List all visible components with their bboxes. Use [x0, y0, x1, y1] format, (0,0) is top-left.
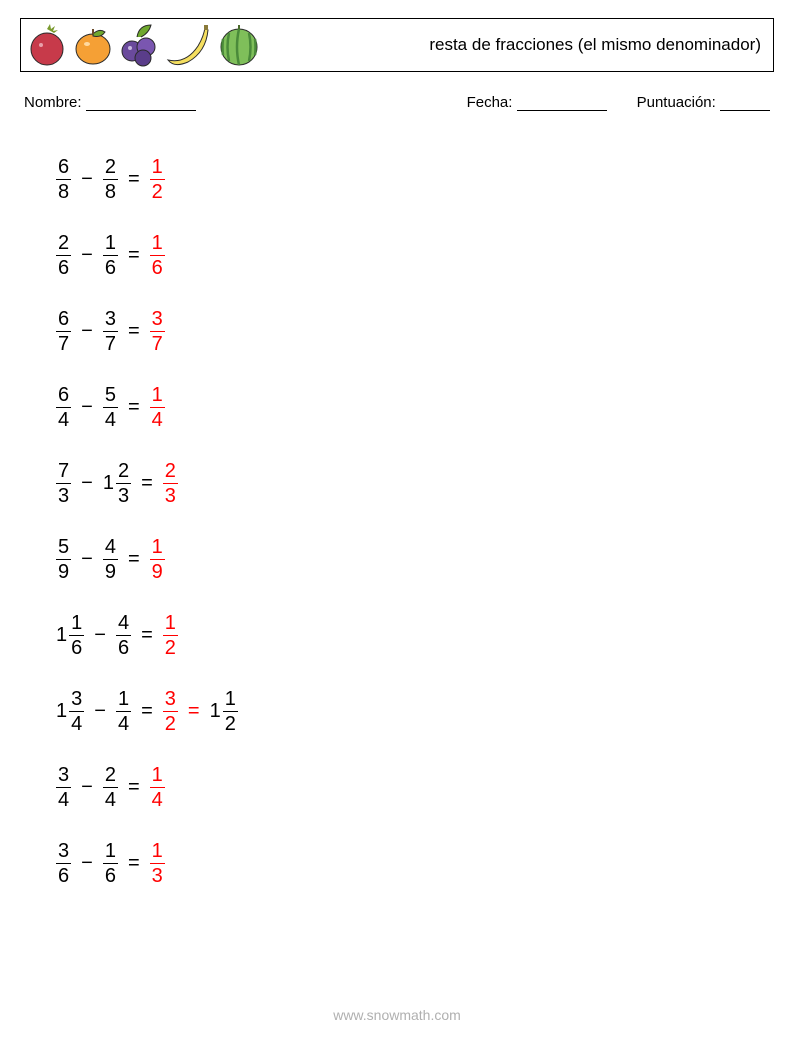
- answer: 12: [163, 612, 178, 658]
- info-row: Nombre: Fecha: Puntuación:: [20, 94, 774, 111]
- name-field: Nombre:: [24, 94, 196, 111]
- problem-row: 64−54 = 14: [56, 369, 774, 445]
- equals-sign: =: [139, 624, 155, 647]
- minus-sign: −: [79, 776, 95, 799]
- fraction: 23: [116, 461, 131, 506]
- minus-sign: −: [79, 548, 95, 571]
- orange-icon: [71, 23, 115, 67]
- answer: 13: [150, 840, 165, 886]
- equals-sign: =: [126, 852, 142, 875]
- footer-url: www.snowmath.com: [0, 1007, 794, 1023]
- minus-sign: −: [79, 472, 95, 495]
- whole-part: 1: [103, 473, 114, 493]
- minus-sign: −: [79, 244, 95, 267]
- answer: 37: [150, 308, 165, 354]
- fraction: 12: [223, 689, 238, 734]
- fraction: 16: [103, 233, 118, 278]
- minus-sign: −: [79, 168, 95, 191]
- header-box: resta de fracciones (el mismo denominado…: [20, 18, 774, 72]
- name-label: Nombre:: [24, 94, 82, 111]
- equals-sign: =: [139, 700, 155, 723]
- equals-sign: =: [139, 472, 155, 495]
- score-label: Puntuación:: [637, 94, 716, 111]
- fraction: 32: [163, 689, 178, 734]
- answer: 32: [163, 688, 178, 734]
- fraction: 49: [103, 537, 118, 582]
- fraction: 37: [103, 309, 118, 354]
- fraction: 24: [103, 765, 118, 810]
- fraction: 12: [163, 613, 178, 658]
- answer: 14: [150, 764, 165, 810]
- problems-list: 68−28=1226−16=1667−37=3764−54=1473−123=2…: [20, 141, 774, 901]
- fraction: 16: [103, 841, 118, 886]
- answer: 14: [150, 384, 165, 430]
- banana-icon: [165, 23, 213, 67]
- fraction: 19: [150, 537, 165, 582]
- date-label: Fecha:: [467, 94, 513, 111]
- fraction: 13: [150, 841, 165, 886]
- equals-sign: =: [126, 776, 142, 799]
- fraction: 37: [150, 309, 165, 354]
- watermelon-icon: [217, 23, 261, 67]
- problem-row: 116−46 = 12: [56, 597, 774, 673]
- answer: 16: [150, 232, 165, 278]
- equals-sign: =: [126, 168, 142, 191]
- whole-part: 1: [56, 625, 67, 645]
- fraction: 34: [56, 765, 71, 810]
- problem-row: 73−123=23: [56, 445, 774, 521]
- fraction: 16: [150, 233, 165, 278]
- equals-sign: =: [126, 396, 142, 419]
- minus-sign: −: [92, 700, 108, 723]
- fruit-icons: [27, 23, 261, 67]
- equals-sign: =: [126, 244, 142, 267]
- problem-row: 67−37=37: [56, 293, 774, 369]
- minus-sign: −: [79, 320, 95, 343]
- equals-sign: =: [126, 548, 142, 571]
- answer: 112: [210, 689, 238, 734]
- equals-sign: =: [126, 320, 142, 343]
- whole-part: 1: [210, 701, 221, 721]
- fraction: 73: [56, 461, 71, 506]
- name-blank[interactable]: [86, 97, 196, 111]
- fraction: 34: [69, 689, 84, 734]
- problem-row: 68−28 = 12: [56, 141, 774, 217]
- fraction: 46: [116, 613, 131, 658]
- fraction: 36: [56, 841, 71, 886]
- fraction: 12: [150, 157, 165, 202]
- problem-row: 134−14=32=112: [56, 673, 774, 749]
- score-field: Puntuación:: [637, 94, 770, 111]
- fraction: 67: [56, 309, 71, 354]
- blueberry-icon: [119, 23, 161, 67]
- date-field: Fecha:: [467, 94, 607, 111]
- date-blank[interactable]: [517, 97, 607, 111]
- answer: 12: [150, 156, 165, 202]
- fraction: 26: [56, 233, 71, 278]
- worksheet-title: resta de fracciones (el mismo denominado…: [429, 35, 761, 55]
- pomegranate-icon: [27, 23, 67, 67]
- answer: 19: [150, 536, 165, 582]
- problem-row: 26−16=16: [56, 217, 774, 293]
- fraction: 14: [150, 385, 165, 430]
- problem-row: 36−16 = 13: [56, 825, 774, 901]
- fraction: 23: [163, 461, 178, 506]
- fraction: 14: [150, 765, 165, 810]
- fraction: 64: [56, 385, 71, 430]
- fraction: 14: [116, 689, 131, 734]
- fraction: 68: [56, 157, 71, 202]
- answer: 23: [163, 460, 178, 506]
- fraction: 16: [69, 613, 84, 658]
- equals-sign: =: [186, 700, 202, 723]
- fraction: 54: [103, 385, 118, 430]
- problem-row: 34−24 = 14: [56, 749, 774, 825]
- score-blank[interactable]: [720, 97, 770, 111]
- whole-part: 1: [56, 701, 67, 721]
- minus-sign: −: [92, 624, 108, 647]
- fraction: 59: [56, 537, 71, 582]
- problem-row: 59−49 = 19: [56, 521, 774, 597]
- fraction: 28: [103, 157, 118, 202]
- minus-sign: −: [79, 396, 95, 419]
- minus-sign: −: [79, 852, 95, 875]
